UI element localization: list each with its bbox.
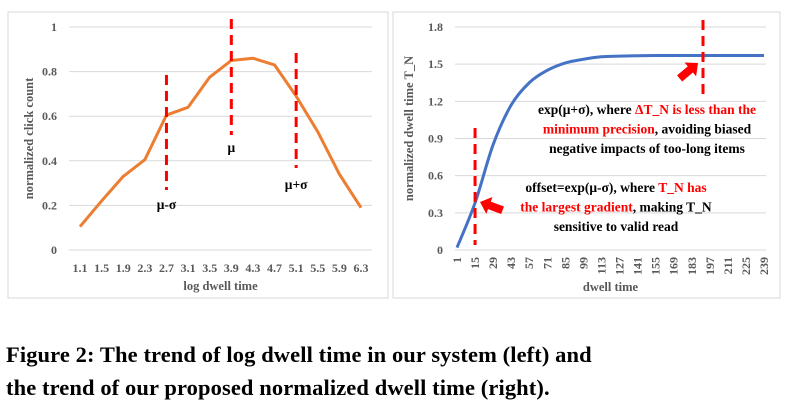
highlight-text: ΔT_N is less than the bbox=[635, 102, 756, 117]
y-tick-label: 1.2 bbox=[428, 94, 443, 108]
marker-label: μ-σ bbox=[157, 197, 177, 212]
caption-line-2: the trend of our proposed normalized dwe… bbox=[6, 375, 550, 400]
x-axis-label: log dwell time bbox=[183, 279, 258, 293]
x-axis-label: dwell time bbox=[583, 280, 639, 294]
x-tick-label: 85 bbox=[558, 257, 572, 269]
x-tick-label: 15 bbox=[468, 257, 482, 269]
annotation-text: exp(μ+σ), where bbox=[538, 102, 635, 117]
x-tick-label: 2.7 bbox=[159, 261, 174, 275]
x-tick-label: 3.1 bbox=[181, 261, 196, 275]
x-tick-label: 5.1 bbox=[289, 261, 304, 275]
annotation-text: , making T_N bbox=[633, 200, 712, 215]
y-tick-label: 0.4 bbox=[42, 154, 57, 168]
x-tick-label: 197 bbox=[703, 257, 717, 275]
marker-label: μ+σ bbox=[285, 177, 308, 192]
x-tick-label: 225 bbox=[739, 257, 753, 275]
x-tick-label: 183 bbox=[685, 257, 699, 275]
x-tick-label: 43 bbox=[504, 257, 518, 269]
annotation-text: offset=exp(μ-σ), where bbox=[525, 180, 658, 195]
annotation-text: negative impacts of too-long items bbox=[549, 141, 745, 156]
arrow-shape bbox=[480, 196, 504, 214]
y-tick-label: 1.8 bbox=[428, 20, 443, 34]
x-tick-label: 3.5 bbox=[202, 261, 217, 275]
x-tick-label: 1.9 bbox=[116, 261, 131, 275]
x-tick-label: 99 bbox=[576, 257, 590, 269]
arrow-shape bbox=[677, 62, 698, 82]
y-tick-label: 0 bbox=[437, 243, 443, 257]
x-tick-label: 5.5 bbox=[310, 261, 325, 275]
annotation-0-line-0: exp(μ+σ), where ΔT_N is less than the bbox=[538, 102, 756, 117]
x-tick-label: 29 bbox=[486, 257, 500, 269]
x-tick-label: 155 bbox=[649, 257, 663, 275]
x-tick-label: 4.3 bbox=[245, 261, 260, 275]
highlight-text: minimum precision bbox=[543, 122, 655, 137]
y-tick-label: 1 bbox=[51, 20, 57, 34]
x-tick-label: 57 bbox=[522, 257, 536, 269]
annotation-1-line-1: the largest gradient, making T_N bbox=[520, 200, 712, 215]
y-tick-label: 0.3 bbox=[428, 206, 443, 220]
x-tick-label: 4.7 bbox=[267, 261, 282, 275]
x-tick-label: 239 bbox=[757, 257, 771, 275]
x-tick-label: 113 bbox=[594, 257, 608, 274]
series-line bbox=[78, 56, 363, 228]
annotation-1-line-0: offset=exp(μ-σ), where T_N has bbox=[525, 180, 706, 195]
x-tick-label: 211 bbox=[721, 257, 735, 274]
y-axis-label: normalized dwell time T_N bbox=[402, 56, 416, 201]
y-tick-label: 0.6 bbox=[428, 169, 443, 183]
annotation-0-line-1: minimum precision, avoiding biased bbox=[543, 122, 752, 137]
x-tick-label: 6.3 bbox=[354, 261, 369, 275]
x-tick-label: 169 bbox=[667, 257, 681, 275]
series-line bbox=[455, 53, 764, 249]
arrow-to-offset-icon bbox=[480, 196, 504, 214]
left-chart: 0 0.2 0.4 0.6 0.8 1 1.1 1.5 1.9 2.3 2.7 3.1 3.5 3.9 4.… bbox=[7, 11, 389, 299]
marker-label: μ bbox=[227, 140, 235, 155]
y-tick-label: 0.9 bbox=[428, 132, 443, 146]
x-tick-label: 5.9 bbox=[332, 261, 347, 275]
highlight-text: the largest gradient bbox=[520, 200, 633, 215]
annotation-0-line-2: negative impacts of too-long items bbox=[549, 141, 745, 156]
annotation-text: , avoiding biased bbox=[655, 122, 752, 137]
y-axis-label: normalized click count bbox=[22, 77, 36, 199]
x-tick-label: 3.9 bbox=[224, 261, 239, 275]
x-tick-label: 1.5 bbox=[94, 261, 109, 275]
x-tick-label: 1 bbox=[450, 257, 464, 263]
x-tick-label: 127 bbox=[613, 257, 627, 275]
y-tick-label: 0.8 bbox=[42, 65, 57, 79]
y-tick-label: 0.6 bbox=[42, 109, 57, 123]
right-chart: 0 0.3 0.6 0.9 1.2 1.5 1.8 1 15 29 43 57 71 85 99 113 127… bbox=[392, 11, 781, 299]
y-tick-label: 1.5 bbox=[428, 57, 443, 71]
x-tick-label: 1.1 bbox=[73, 261, 88, 275]
figure-caption: Figure 2: The trend of log dwell time in… bbox=[6, 338, 592, 404]
x-tick-label: 2.3 bbox=[137, 261, 152, 275]
x-tick-label: 141 bbox=[631, 257, 645, 275]
y-tick-label: 0.2 bbox=[42, 198, 57, 212]
annotation-text: sensitive to valid read bbox=[554, 219, 679, 234]
y-tick-label: 0 bbox=[51, 243, 57, 257]
caption-line-1: Figure 2: The trend of log dwell time in… bbox=[6, 342, 592, 367]
arrow-to-plateau-icon bbox=[677, 62, 698, 82]
figure-charts: 0 0.2 0.4 0.6 0.8 1 1.1 1.5 1.9 2.3 2.7 3.1 3.5 3.9 4.… bbox=[7, 11, 781, 299]
annotation-1-line-2: sensitive to valid read bbox=[554, 219, 679, 234]
x-tick-label: 71 bbox=[540, 257, 554, 269]
highlight-text: T_N has bbox=[658, 180, 706, 195]
